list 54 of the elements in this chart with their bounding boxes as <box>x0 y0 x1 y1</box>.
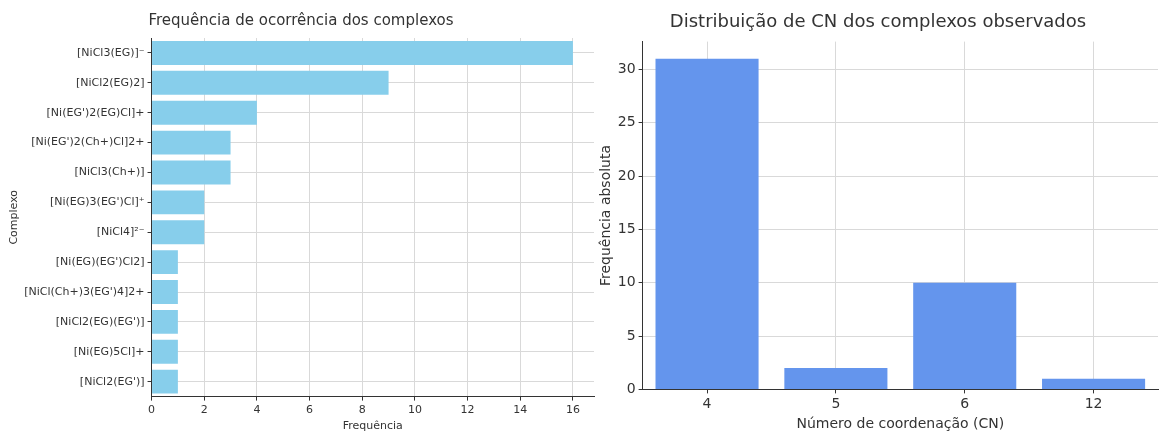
x-axis-title: Frequência <box>342 419 403 433</box>
bar <box>152 100 257 125</box>
y-tick-label: [Ni(EG)3(EG')Cl]⁺ <box>49 195 145 209</box>
y-axis-title: Frequência absoluta <box>597 144 614 287</box>
x-tick-label: 12 <box>460 403 475 417</box>
y-tick-label: 25 <box>617 113 636 130</box>
x-tick-label: 6 <box>960 395 970 412</box>
bar <box>152 339 178 364</box>
bar <box>152 190 205 215</box>
bar <box>152 70 389 95</box>
x-axis-title: Número de coordenação (CN) <box>796 415 1005 432</box>
y-tick-label: [Ni(EG)(EG')Cl2] <box>55 254 145 268</box>
y-tick-label: 0 <box>626 380 636 397</box>
y-tick-label: [NiCl3(Ch+)] <box>74 165 145 179</box>
bar <box>784 368 888 389</box>
bar <box>913 282 1017 389</box>
bar <box>152 280 178 304</box>
y-tick-label: 15 <box>617 220 636 237</box>
y-tick-label: 30 <box>617 59 636 76</box>
y-tick-label: [Ni(EG')2(EG)Cl]+ <box>46 105 145 119</box>
y-tick-label: [NiCl2(EG)(EG')] <box>55 314 145 328</box>
x-tick-label: 5 <box>831 395 841 412</box>
bar <box>152 130 231 155</box>
bar <box>152 309 178 334</box>
chart-title: Frequência de ocorrência dos complexos <box>148 10 454 29</box>
bar <box>152 369 178 394</box>
chart-title: Distribuição de CN dos complexos observados <box>669 10 1087 32</box>
y-tick-label: [Ni(EG)5Cl]+ <box>73 344 145 358</box>
y-tick-label: 5 <box>626 326 636 343</box>
x-tick-label: 8 <box>358 403 366 417</box>
x-tick-label: 12 <box>1084 395 1103 412</box>
y-tick-label: [Ni(EG')2(Ch+)Cl]2+ <box>31 135 145 149</box>
bar <box>152 40 573 65</box>
x-tick-label: 16 <box>565 403 580 417</box>
x-tick-label: 4 <box>702 395 712 412</box>
bar <box>152 220 205 245</box>
y-axis-title: Complexo <box>7 189 21 245</box>
y-tick-label: [NiCl(Ch+)3(EG')4]2+ <box>24 284 145 298</box>
bar <box>1042 378 1146 389</box>
y-tick-label: [NiCl2(EG')] <box>79 374 145 388</box>
bar <box>152 160 231 185</box>
x-tick-label: 6 <box>306 403 314 417</box>
y-tick-label: [NiCl3(EG)]⁻ <box>77 45 145 59</box>
y-tick-label: 10 <box>617 273 636 290</box>
x-tick-label: 0 <box>148 403 156 417</box>
x-tick-label: 4 <box>253 403 261 417</box>
bar <box>655 58 759 389</box>
y-tick-label: [NiCl2(EG)2] <box>75 75 145 89</box>
y-tick-label: [NiCl4]²⁻ <box>96 225 145 239</box>
bar <box>152 250 178 275</box>
x-tick-label: 14 <box>513 403 528 417</box>
x-tick-label: 10 <box>407 403 422 417</box>
x-tick-label: 2 <box>200 403 208 417</box>
y-tick-label: 20 <box>617 166 636 183</box>
